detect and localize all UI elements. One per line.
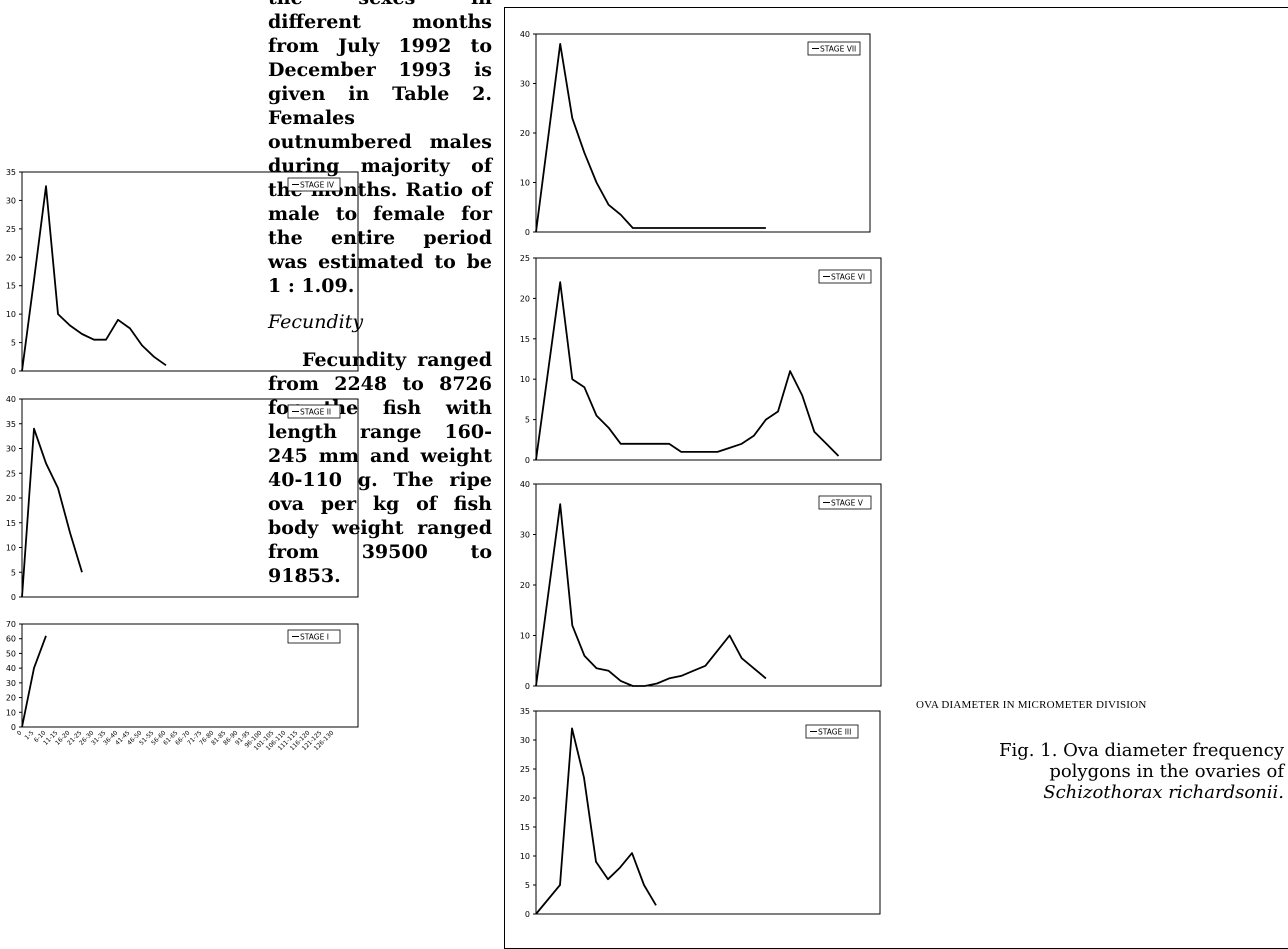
y-tick-label: 35 bbox=[6, 168, 16, 177]
figure-caption: Fig. 1. Ova diameter frequency polygons … bbox=[916, 740, 1284, 803]
y-tick-label: 30 bbox=[520, 736, 530, 745]
y-tick-label: 40 bbox=[520, 480, 530, 489]
legend-label: STAGE VII bbox=[820, 45, 856, 54]
plot-frame bbox=[22, 399, 358, 597]
y-tick-label: 20 bbox=[520, 294, 530, 303]
legend: STAGE V bbox=[819, 496, 871, 509]
plot-frame bbox=[536, 484, 881, 686]
y-tick-label: 25 bbox=[520, 254, 530, 263]
y-tick-label: 40 bbox=[6, 664, 16, 673]
y-tick-label: 0 bbox=[525, 910, 530, 919]
y-tick-label: 10 bbox=[6, 708, 16, 717]
legend: STAGE VI bbox=[819, 270, 871, 283]
y-tick-label: 25 bbox=[520, 765, 530, 774]
series-line bbox=[536, 728, 656, 914]
y-tick-label: 10 bbox=[520, 632, 530, 641]
series-line bbox=[22, 186, 166, 371]
y-tick-label: 30 bbox=[520, 80, 530, 89]
y-tick-label: 5 bbox=[525, 881, 530, 890]
legend-label: STAGE I bbox=[300, 633, 329, 642]
y-tick-label: 50 bbox=[6, 649, 16, 658]
y-tick-label: 15 bbox=[520, 335, 530, 344]
y-tick-label: 10 bbox=[520, 852, 530, 861]
y-tick-label: 15 bbox=[6, 519, 16, 528]
y-tick-label: 0 bbox=[525, 456, 530, 465]
chart-stage-ii: 0 5 10 15 20 25 30 35 40 STAGE II bbox=[0, 395, 360, 600]
y-tick-label: 0 bbox=[525, 228, 530, 237]
y-tick-label: 20 bbox=[6, 694, 16, 703]
legend-label: STAGE VI bbox=[831, 273, 865, 282]
y-tick-label: 10 bbox=[520, 375, 530, 384]
y-tick-label: 20 bbox=[520, 581, 530, 590]
y-tick-label: 35 bbox=[6, 420, 16, 429]
legend: STAGE III bbox=[806, 725, 858, 738]
plot-frame bbox=[536, 711, 880, 914]
plot-frame bbox=[536, 34, 870, 232]
y-tick-label: 10 bbox=[6, 544, 16, 553]
y-tick-label: 40 bbox=[6, 395, 16, 404]
chart-stage-vi: 0 5 10 15 20 25 STAGE VI bbox=[514, 252, 884, 466]
series-line bbox=[536, 44, 766, 232]
chart-stage-vii: 0 10 20 30 40 STAGE VII bbox=[514, 28, 884, 236]
y-tick-label: 5 bbox=[11, 339, 16, 348]
y-tick-label: 15 bbox=[520, 823, 530, 832]
figure-caption-line-2: polygons in the ovaries of bbox=[916, 761, 1284, 782]
y-tick-label: 20 bbox=[6, 253, 16, 262]
legend-label: STAGE IV bbox=[300, 181, 335, 190]
chart-stage-iv: 0 5 10 15 20 25 30 35 STAGE III bbox=[514, 705, 884, 920]
y-tick-label: 0 bbox=[11, 367, 16, 376]
legend: STAGE VII bbox=[808, 42, 860, 55]
legend-label: STAGE V bbox=[831, 499, 864, 508]
y-tick-label: 20 bbox=[520, 129, 530, 138]
series-line bbox=[536, 282, 839, 460]
legend-label: STAGE II bbox=[300, 408, 331, 417]
chart-stage-iii: 0 5 10 15 20 25 30 35 STAGE IV bbox=[0, 168, 360, 375]
series-line bbox=[536, 504, 766, 686]
y-tick-label: 0 bbox=[11, 593, 16, 602]
figure-caption-species: Schizothorax richardsonii. bbox=[916, 782, 1284, 803]
plot-frame bbox=[536, 258, 881, 460]
y-tick-label: 30 bbox=[520, 531, 530, 540]
legend-label: STAGE III bbox=[818, 728, 851, 737]
x-axis-caption: OVA DIAMETER IN MICROMETER DIVISION bbox=[916, 699, 1146, 711]
legend: STAGE I bbox=[288, 630, 340, 643]
y-tick-label: 10 bbox=[6, 310, 16, 319]
series-line bbox=[22, 636, 46, 727]
y-tick-label: 70 bbox=[6, 620, 16, 629]
x-tick-label: 0 bbox=[16, 729, 24, 737]
y-tick-label: 30 bbox=[6, 445, 16, 454]
legend: STAGE II bbox=[288, 405, 340, 418]
y-tick-label: 60 bbox=[6, 635, 16, 644]
y-tick-label: 25 bbox=[6, 469, 16, 478]
y-tick-label: 5 bbox=[525, 416, 530, 425]
y-tick-label: 20 bbox=[6, 494, 16, 503]
y-tick-label: 5 bbox=[11, 568, 16, 577]
y-tick-label: 30 bbox=[6, 196, 16, 205]
figure-caption-line-1: Fig. 1. Ova diameter frequency bbox=[916, 740, 1284, 761]
y-tick-label: 0 bbox=[525, 682, 530, 691]
legend: STAGE IV bbox=[288, 178, 340, 191]
y-tick-label: 30 bbox=[6, 679, 16, 688]
series-line bbox=[22, 429, 82, 597]
y-tick-label: 20 bbox=[520, 794, 530, 803]
y-tick-label: 15 bbox=[6, 282, 16, 291]
y-tick-label: 10 bbox=[520, 179, 530, 188]
plot-frame bbox=[22, 172, 358, 371]
y-tick-label: 0 bbox=[11, 723, 16, 732]
y-tick-label: 40 bbox=[520, 30, 530, 39]
chart-stage-v: 0 10 20 30 40 STAGE V bbox=[514, 478, 884, 692]
y-tick-label: 25 bbox=[6, 225, 16, 234]
y-tick-label: 35 bbox=[520, 707, 530, 716]
